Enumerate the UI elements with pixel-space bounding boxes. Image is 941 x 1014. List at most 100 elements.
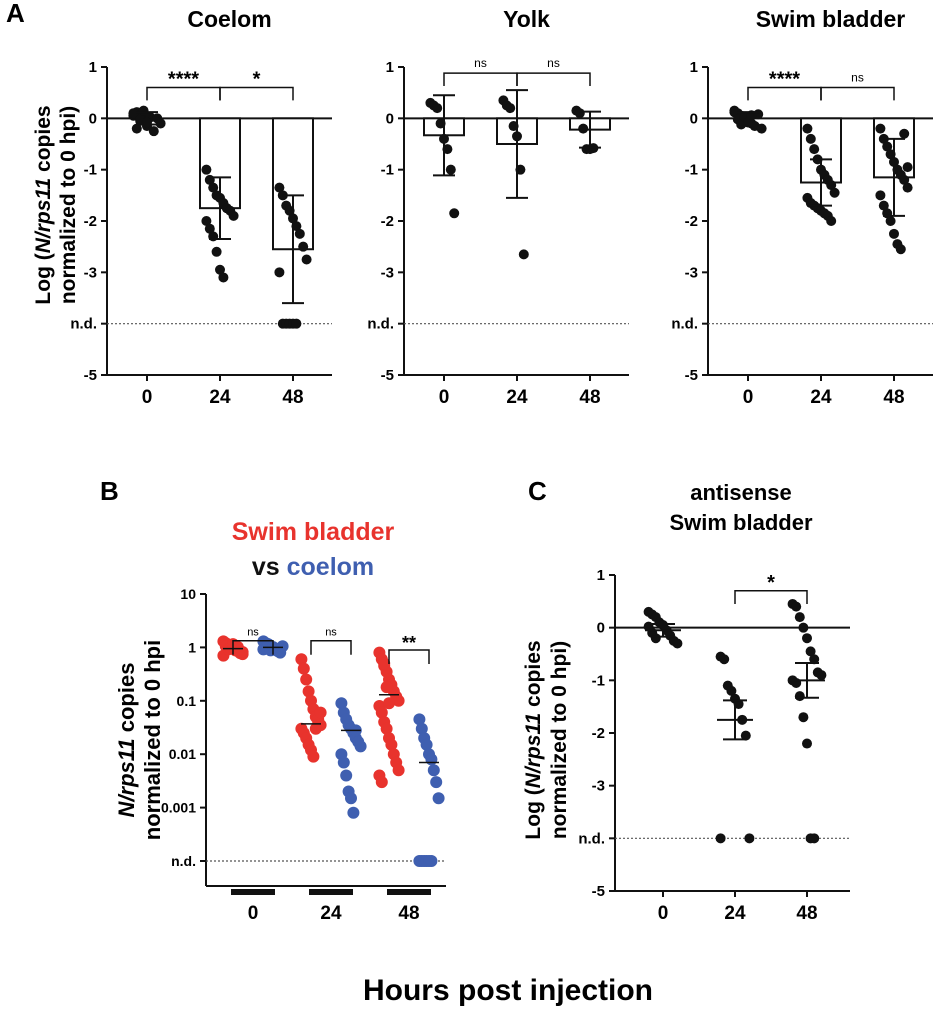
- chart-title: Coelom: [187, 6, 271, 32]
- y-tick-label: -2: [592, 725, 605, 742]
- data-point: [744, 833, 755, 844]
- data-point: [449, 208, 460, 219]
- y-tick-label: 0: [386, 110, 394, 127]
- data-point: [300, 673, 313, 686]
- data-point: [430, 776, 443, 789]
- significance-bracket: [388, 649, 430, 665]
- data-point: [375, 776, 388, 789]
- data-point: [347, 806, 360, 819]
- panel-label-c: C: [528, 476, 547, 506]
- data-point: [375, 706, 388, 719]
- chart-title: Yolk: [503, 6, 550, 32]
- data-point: [805, 646, 816, 657]
- data-point: [578, 123, 589, 134]
- significance-bracket: [516, 72, 591, 86]
- data-point: [902, 162, 913, 173]
- panel-c-ylabel: Log (N/rps11 copies: [522, 640, 545, 839]
- panel-b-ylabel-line2: normalized to 0 hpi: [140, 640, 165, 840]
- data-point: [276, 640, 289, 653]
- data-point: [337, 756, 350, 769]
- data-point: [875, 190, 886, 201]
- significance-label: ns: [474, 56, 487, 70]
- data-point: [829, 187, 840, 198]
- data-point: [798, 712, 809, 723]
- panel-a-swim-bladder-plot: Swim bladder 1 0 -1 -2 -3 n.d. -5 0 24 48 **** ns: [671, 6, 933, 408]
- data-point: [791, 601, 802, 612]
- y-tick-label: n.d.: [578, 830, 605, 847]
- data-point: [878, 200, 889, 211]
- data-point: [218, 272, 229, 283]
- data-point: [802, 633, 812, 644]
- y-tick-label: -1: [381, 162, 394, 179]
- y-tick-label: 0.1: [177, 693, 197, 709]
- y-tick-label: -1: [592, 672, 605, 689]
- significance-label: *: [767, 572, 775, 594]
- data-point: [298, 241, 309, 252]
- panel-c-title-line1: antisense: [690, 480, 792, 505]
- data-point: [236, 646, 249, 659]
- x-tick-label: 0: [439, 387, 450, 408]
- data-point: [383, 697, 395, 710]
- y-tick-label: n.d.: [367, 316, 394, 333]
- data-point: [899, 174, 910, 185]
- data-point: [380, 722, 393, 735]
- data-point: [826, 216, 837, 226]
- y-tick-label: 0: [89, 110, 97, 127]
- data-point: [228, 210, 239, 221]
- data-point: [335, 697, 348, 710]
- y-tick-label: 1: [690, 59, 698, 76]
- data-point: [809, 833, 820, 844]
- data-point: [719, 654, 730, 665]
- significance-label: **: [402, 633, 416, 653]
- y-tick-label: 0.001: [161, 800, 196, 816]
- panel-b-ylabel: N/rps11 copies: [114, 663, 139, 818]
- y-tick-label: -5: [685, 367, 698, 384]
- data-point: [302, 685, 315, 698]
- x-tick-label: 24: [810, 387, 832, 408]
- data-point: [131, 123, 142, 134]
- y-tick-label: 1: [188, 639, 196, 655]
- data-point: [715, 833, 726, 844]
- data-point: [816, 670, 827, 681]
- data-point: [392, 764, 405, 777]
- significance-bracket: [219, 86, 294, 101]
- data-point: [899, 128, 910, 139]
- y-tick-label: n.d.: [671, 316, 698, 333]
- y-tick-label: -1: [685, 162, 698, 179]
- data-point: [301, 254, 312, 265]
- data-point: [425, 855, 438, 867]
- x-tick-label: 0: [743, 387, 754, 408]
- significance-label: ns: [247, 627, 259, 639]
- x-tick-label: 48: [883, 387, 904, 408]
- data-point: [208, 182, 219, 193]
- data-point: [672, 638, 683, 649]
- data-point: [378, 657, 391, 670]
- y-tick-label: -1: [84, 162, 97, 179]
- significance-bracket: [232, 639, 274, 655]
- data-point: [413, 713, 426, 726]
- data-point: [274, 182, 285, 193]
- data-point: [518, 249, 529, 260]
- data-point: [802, 738, 812, 749]
- data-point: [650, 633, 661, 644]
- significance-label: ns: [325, 627, 337, 639]
- data-point: [794, 612, 805, 623]
- data-point: [445, 164, 456, 175]
- data-point: [128, 108, 139, 119]
- y-tick-label: -2: [381, 213, 394, 230]
- x-tick-label: 0: [248, 903, 259, 924]
- panel-b-plot: 10 1 0.1 0.01 0.001 n.d. 0 24 48 ns ns **: [161, 586, 446, 924]
- data-point: [291, 318, 302, 329]
- y-tick-label: -5: [592, 883, 605, 900]
- data-point: [155, 118, 166, 129]
- y-tick-label: -2: [84, 213, 97, 230]
- data-point: [885, 216, 896, 226]
- y-tick-label: -3: [84, 264, 97, 281]
- data-point: [215, 264, 225, 275]
- x-tick-label: 24: [209, 387, 231, 408]
- data-point: [354, 740, 367, 753]
- y-tick-label: -3: [685, 264, 698, 281]
- data-point: [340, 769, 353, 782]
- y-tick-label: -5: [381, 367, 394, 384]
- data-point: [882, 141, 893, 152]
